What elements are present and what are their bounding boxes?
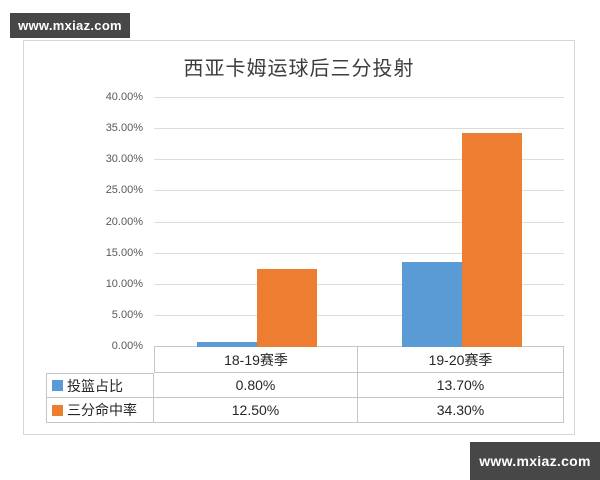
- y-axis-label-0: 0.00%: [111, 340, 143, 352]
- value-three-pct-season1: 12.50%: [154, 398, 358, 423]
- watermark-text: www.mxiaz.com: [18, 18, 122, 33]
- y-axis-label-15: 15.00%: [105, 246, 143, 259]
- gridline-35: [154, 128, 564, 130]
- legend-swatch-orange: [52, 404, 63, 416]
- gridline-20: [154, 221, 564, 223]
- watermark-bottom-right: www.mxiaz.com: [470, 442, 600, 480]
- gridline-30: [154, 159, 564, 161]
- legend-swatch-blue: [52, 380, 63, 391]
- value-shot-share-season2: 13.70%: [358, 373, 564, 398]
- chart-area: 西亚卡姆运球后三分投射 18-19赛季 19-20赛季 投篮占比 0.80% 1…: [23, 40, 575, 435]
- chart-title: 西亚卡姆运球后三分投射: [183, 58, 415, 80]
- y-axis-label-40: 40.00%: [105, 91, 143, 103]
- watermark-top-left: www.mxiaz.com: [10, 13, 130, 38]
- y-axis-label-5: 5.00%: [111, 308, 143, 321]
- legend-item-three-pct: 三分命中率: [46, 398, 154, 423]
- category-header-2: 19-20赛季: [358, 346, 564, 373]
- y-axis-label-35: 35.00%: [105, 122, 143, 135]
- legend-label-three-pct: 三分命中率: [67, 402, 137, 418]
- watermark-text: www.mxiaz.com: [479, 453, 591, 469]
- gridline-15: [154, 252, 564, 254]
- gridline-5: [154, 314, 564, 316]
- y-axis-label-30: 30.00%: [105, 153, 143, 166]
- legend-item-shot-share: 投篮占比: [46, 373, 154, 398]
- bar-series2-category2: [461, 133, 522, 347]
- gridline-10: [154, 283, 564, 285]
- bar-series1-category2: [401, 262, 462, 347]
- data-table: 18-19赛季 19-20赛季 投篮占比 0.80% 13.70% 三分命中率 …: [46, 346, 564, 423]
- gridline-25: [154, 190, 564, 192]
- y-axis-label-25: 25.00%: [105, 184, 143, 197]
- legend-label-shot-share: 投篮占比: [67, 377, 123, 394]
- bar-series1-category1: [196, 342, 257, 347]
- y-axis-label-10: 10.00%: [105, 277, 143, 290]
- bar-series2-category1: [256, 269, 317, 347]
- value-three-pct-season2: 34.30%: [358, 398, 564, 423]
- y-axis-label-20: 20.00%: [105, 215, 143, 228]
- gridline-40: [154, 97, 564, 98]
- value-shot-share-season1: 0.80%: [154, 373, 358, 398]
- category-header-1: 18-19赛季: [154, 346, 358, 373]
